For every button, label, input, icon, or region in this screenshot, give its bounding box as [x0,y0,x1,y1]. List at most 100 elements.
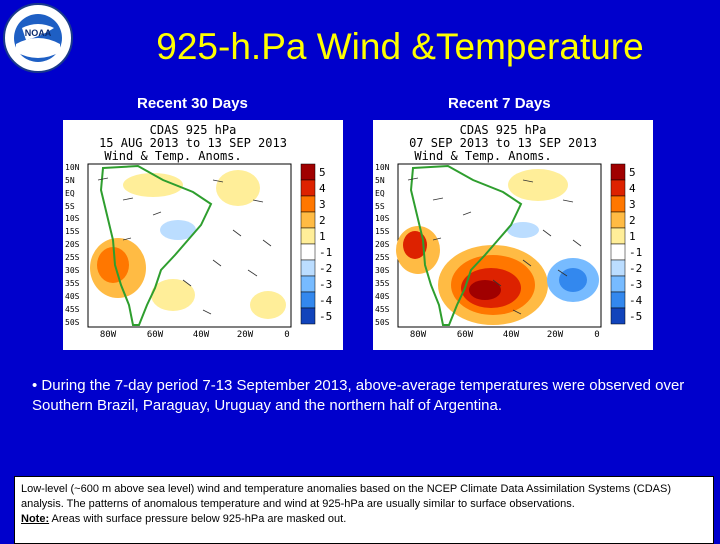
lat-label: 50S [375,318,390,327]
lat-label: 30S [65,266,80,275]
summary-bullet: • During the 7-day period 7-13 September… [32,377,685,414]
cool-anomaly [559,268,587,292]
cool-anomaly [507,222,539,238]
page-title: 925-h.Pa Wind &Temperature [156,26,644,67]
colorbar-label: -1 [629,246,642,259]
lat-label: 40S [375,292,390,301]
lat-label: 25S [375,253,390,262]
note-text: Areas with surface pressure below 925-hP… [49,513,347,525]
map-panel-30day: CDAS 925 hPa 15 AUG 2013 to 13 SEP 2013 … [63,120,343,350]
lat-label: 10S [375,214,390,223]
colorbar-swatch [300,227,316,245]
lon-label: 0 [594,330,599,340]
colorbar-label: 4 [319,182,326,195]
colorbar-swatch [300,259,316,277]
colorbar-swatch [610,275,626,293]
wind-arrows [407,177,582,315]
colorbar-swatch [300,179,316,197]
colorbar-swatch [610,307,626,325]
colorbar-swatch [300,275,316,293]
colorbar-swatch [610,211,626,229]
continent-outline [99,164,213,326]
lon-label: 60W [147,330,164,340]
warm-anomaly [469,280,501,300]
lon-label: 20W [547,330,564,340]
panel-label-7day: Recent 7 Days [448,95,551,112]
colorbar-swatch [300,195,316,213]
lon-label: 20W [237,330,254,340]
colorbar-swatch [610,179,626,197]
colorbar-label: -2 [319,262,332,275]
lat-label: 15S [65,227,80,236]
colorbar-label: 5 [319,166,326,179]
note-label: Note: [21,513,50,525]
lat-label: 50S [65,318,80,327]
note-body: Low-level (~600 m above sea level) wind … [21,483,672,510]
lon-label: 0 [284,330,289,340]
warm-anomaly [216,170,260,206]
lon-label: 40W [193,330,210,340]
colorbar-label: -3 [319,278,332,291]
map-title-line1: CDAS 925 hPa [150,123,237,137]
warm-anomaly [97,247,129,283]
warm-anomaly [151,279,195,311]
lat-label: 15S [375,227,390,236]
colorbar-label: 3 [629,198,636,211]
colorbar-label: -4 [319,294,333,307]
warm-anomaly [508,169,568,201]
colorbar-label: -2 [629,262,642,275]
map-panel-7day: CDAS 925 hPa 07 SEP 2013 to 13 SEP 2013 … [373,120,653,350]
lat-label: EQ [375,189,385,198]
colorbar-label: -1 [319,246,332,259]
colorbar-label: -5 [319,310,332,323]
colorbar-label: 2 [319,214,326,227]
lat-label: 25S [65,253,80,262]
colorbar-swatch [300,307,316,325]
lat-label: 20S [65,240,80,249]
colorbar-swatch [610,195,626,213]
lat-label: 40S [65,292,80,301]
colorbar-label: 3 [319,198,326,211]
colorbar-swatch [610,259,626,277]
colorbar: 5 4 3 2 1 -1 -2 -3 -4 -5 [300,163,333,325]
colorbar-swatch [610,227,626,245]
colorbar-swatch [300,163,316,181]
lat-label: 10N [375,163,390,172]
colorbar-swatch [610,163,626,181]
colorbar-label: 1 [319,230,326,243]
continent-outline [409,164,523,326]
lat-label: 45S [65,305,80,314]
lat-label: 5S [65,202,75,211]
map-title-line1: CDAS 925 hPa [460,123,547,137]
map-title-line2: 15 AUG 2013 to 13 SEP 2013 [99,136,287,150]
colorbar-label: -3 [629,278,642,291]
lat-label: 5S [375,202,385,211]
lat-label: 20S [375,240,390,249]
lat-label: 5N [375,176,385,185]
lat-label: 45S [375,305,390,314]
colorbar-swatch [610,291,626,309]
lat-label: EQ [65,189,75,198]
panel-label-30day: Recent 30 Days [137,95,248,112]
lat-label: 30S [375,266,390,275]
colorbar-label: 1 [629,230,636,243]
colorbar-swatch [610,243,626,261]
lat-label: 5N [65,176,75,185]
colorbar-label: 2 [629,214,636,227]
logo-text: NOAA [25,28,52,38]
lon-label: 80W [100,330,117,340]
colorbar-label: -5 [629,310,642,323]
map-title-line3: Wind & Temp. Anoms. [414,149,551,163]
colorbar: 5 4 3 2 1 -1 -2 -3 -4 -5 [610,163,643,325]
note-box: Low-level (~600 m above sea level) wind … [14,476,714,544]
lon-label: 60W [457,330,474,340]
noaa-logo: NOAA [2,2,74,74]
cool-anomaly [160,220,196,240]
colorbar-label: -4 [629,294,643,307]
map-title-line2: 07 SEP 2013 to 13 SEP 2013 [409,136,597,150]
lat-label: 10S [65,214,80,223]
lat-label: 35S [65,279,80,288]
lat-label: 35S [375,279,390,288]
warm-anomaly [250,291,286,319]
colorbar-label: 5 [629,166,636,179]
